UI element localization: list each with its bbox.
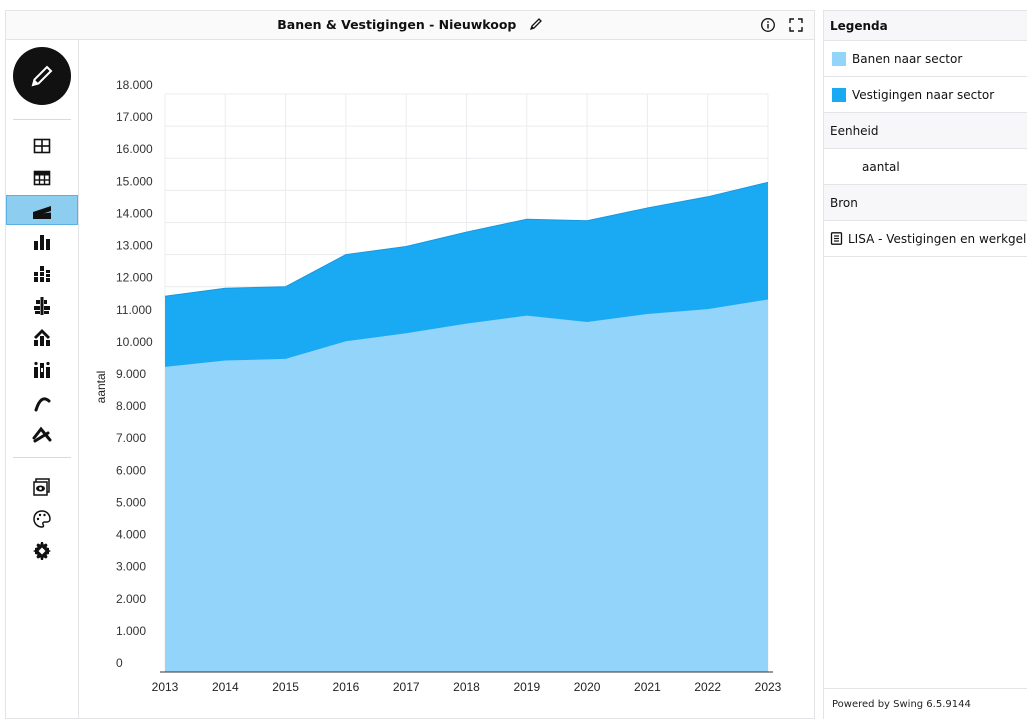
cross-line-chart-icon [32, 426, 52, 443]
pyramid-chart-icon [34, 329, 50, 346]
area-series-1[interactable] [165, 299, 768, 673]
legend-swatch [832, 87, 846, 102]
y-tick-label: 4.000 [116, 528, 146, 542]
y-tick-label: 1.000 [116, 624, 146, 638]
stacked-bar-chart-view-button[interactable] [6, 259, 78, 289]
bar-chart-view-button[interactable] [6, 227, 78, 257]
area-series-edge [164, 181, 769, 297]
y-tick-label: 8.000 [116, 399, 146, 413]
legend-item-vestigingen[interactable]: Vestigingen naar sector [824, 77, 1027, 113]
info-icon[interactable] [760, 17, 776, 33]
page-title: Banen & Vestigingen - Nieuwkoop [6, 11, 814, 39]
chart-panel: Banen & Vestigingen - Nieuwkoop [5, 10, 815, 719]
unit-value: aantal [824, 149, 1027, 185]
legend-item-label: Banen naar sector [852, 51, 963, 66]
x-tick-label: 2018 [453, 680, 480, 694]
y-tick-label: 18.000 [116, 78, 153, 92]
palette-button[interactable] [6, 504, 78, 534]
bar-chart-icon [34, 235, 50, 250]
y-axis-label: aantal [94, 371, 108, 404]
x-tick-label: 2015 [272, 680, 299, 694]
x-tick-label: 2019 [513, 680, 540, 694]
x-tick-label: 2022 [694, 680, 721, 694]
y-tick-label: 2.000 [116, 592, 146, 606]
y-tick-label: 0 [116, 656, 123, 670]
toolbar-divider [13, 119, 71, 120]
x-tick-label: 2017 [393, 680, 420, 694]
pencil-icon[interactable] [529, 13, 543, 31]
title-bar: Banen & Vestigingen - Nieuwkoop [6, 11, 814, 40]
legend-panel: Legenda Banen naar sector Vestigingen na… [823, 10, 1027, 719]
pivot-table-view-button[interactable] [6, 163, 78, 193]
table-view-button[interactable] [6, 131, 78, 161]
legend-item-banen[interactable]: Banen naar sector [824, 41, 1027, 77]
palette-icon [33, 510, 51, 528]
x-tick-label: 2014 [212, 680, 239, 694]
chart-type-toolbar [6, 40, 79, 718]
pyramid-chart-view-button[interactable] [6, 323, 78, 353]
chart-title-text: Banen & Vestigingen - Nieuwkoop [277, 17, 517, 32]
legend-header: Legenda [824, 11, 1027, 41]
y-tick-label: 13.000 [116, 239, 153, 253]
source-link[interactable]: LISA - Vestigingen en werkgelegenheid [824, 221, 1027, 257]
area-chart: 0 1.000 2.000 3.000 4.000 5.000 6.000 7.000 8.00… [94, 78, 782, 694]
x-tick-label: 2016 [333, 680, 360, 694]
edit-button[interactable] [13, 47, 71, 105]
legend-swatch [832, 51, 846, 66]
horizontal-bar-chart-view-button[interactable] [6, 291, 78, 321]
cross-line-chart-view-button[interactable] [6, 419, 78, 449]
y-tick-label: 10.000 [116, 335, 153, 349]
y-tick-label: 14.000 [116, 206, 153, 220]
source-label: LISA - Vestigingen en werkgelegenheid [848, 231, 1027, 246]
unit-header: Eenheid [824, 113, 1027, 149]
boxplot-chart-icon [34, 361, 50, 378]
chart-axes: 0 1.000 2.000 3.000 4.000 5.000 6.000 7.000 8.00… [116, 78, 782, 694]
y-tick-label: 15.000 [116, 174, 153, 188]
chart-areas [164, 181, 769, 673]
expand-icon[interactable] [788, 17, 804, 33]
y-tick-label: 9.000 [116, 367, 146, 381]
pivot-table-icon [33, 170, 51, 186]
area-chart-view-button[interactable] [6, 195, 78, 225]
powered-by: Powered by Swing 6.5.9144 [824, 688, 1027, 719]
y-tick-label: 5.000 [116, 495, 146, 509]
y-tick-label: 16.000 [116, 142, 153, 156]
table-icon [33, 138, 51, 154]
horizontal-bar-chart-icon [34, 297, 50, 315]
x-tick-label: 2013 [152, 680, 179, 694]
settings-icon [33, 542, 51, 560]
y-tick-label: 3.000 [116, 560, 146, 574]
y-tick-label: 17.000 [116, 110, 153, 124]
y-tick-label: 12.000 [116, 271, 153, 285]
pencil-icon [31, 65, 53, 87]
x-tick-label: 2023 [755, 680, 782, 694]
boxplot-chart-view-button[interactable] [6, 355, 78, 385]
legend-item-label: Vestigingen naar sector [852, 87, 995, 102]
line-chart-view-button[interactable] [6, 387, 78, 417]
y-tick-label: 6.000 [116, 463, 146, 477]
preview-icon [33, 478, 50, 496]
preview-button[interactable] [6, 472, 78, 502]
document-icon [830, 232, 843, 245]
toolbar-divider [13, 457, 71, 458]
x-tick-label: 2020 [574, 680, 601, 694]
line-chart-icon [34, 397, 51, 412]
source-header: Bron [824, 185, 1027, 221]
y-tick-label: 7.000 [116, 431, 146, 445]
settings-button[interactable] [6, 536, 78, 566]
x-tick-label: 2021 [634, 680, 661, 694]
y-tick-label: 11.000 [116, 303, 152, 317]
area-series-2[interactable] [165, 182, 768, 367]
area-chart-icon [33, 206, 51, 219]
stacked-bar-chart-icon [34, 266, 50, 282]
